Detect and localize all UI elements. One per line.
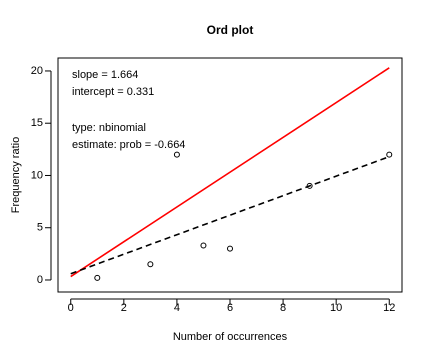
fit-line (70, 155, 390, 275)
x-tick-label: 0 (68, 302, 74, 314)
plot-box (57, 57, 403, 293)
x-tick-label: 10 (330, 302, 342, 314)
annotation: type: nbinomial (72, 122, 146, 134)
y-tick-label: 5 (37, 222, 43, 234)
x-axis-label: Number of occurrences (173, 331, 288, 343)
y-tick-label: 0 (37, 274, 43, 286)
chart-title: Ord plot (207, 23, 254, 37)
annotation: slope = 1.664 (72, 69, 138, 81)
y-tick-label: 20 (31, 65, 43, 77)
annotation: intercept = 0.331 (72, 86, 154, 98)
x-tick-label: 6 (227, 302, 233, 314)
x-tick-label: 12 (383, 302, 395, 314)
data-point (94, 274, 101, 281)
data-point (386, 151, 393, 158)
x-tick-label: 8 (280, 302, 286, 314)
data-point (200, 242, 207, 249)
x-tick-label: 2 (121, 302, 127, 314)
y-axis-label: Frequency ratio (10, 137, 22, 213)
data-point (173, 151, 180, 158)
y-tick-label: 15 (31, 117, 43, 129)
data-point (227, 245, 233, 252)
x-tick-label: 4 (174, 302, 180, 314)
annotation: estimate: prob = -0.664 (72, 139, 185, 151)
ord-line (70, 67, 390, 278)
data-point (147, 261, 154, 268)
data-point (306, 182, 313, 189)
y-tick-label: 10 (31, 169, 43, 181)
